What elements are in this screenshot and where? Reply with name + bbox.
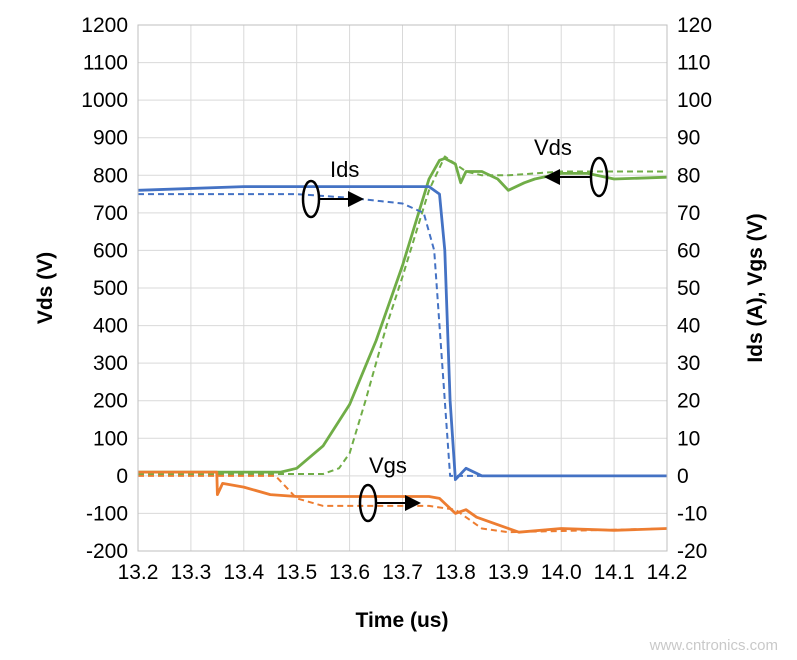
x-tick-label: 13.9 [488, 561, 529, 584]
y-tick-label: 600 [93, 239, 128, 262]
annotation-ids-label: Ids [330, 157, 359, 182]
y-tick-label: 700 [93, 202, 128, 225]
annotation-vgs-ellipse [358, 483, 378, 523]
annotation-vds: Vds [534, 135, 609, 198]
y-tick-label: -200 [86, 540, 128, 563]
annotation-ids: Ids [301, 157, 364, 219]
y-tick-label: 500 [93, 277, 128, 300]
y2-tick-label: 0 [677, 465, 689, 488]
y2-tick-label: 120 [677, 14, 712, 37]
x-tick-label: 14.1 [594, 561, 635, 584]
y2-tick-label: -20 [677, 540, 707, 563]
x-tick-label: 13.5 [276, 561, 317, 584]
series-vds-dashed [138, 155, 667, 475]
plot-frame [137, 24, 668, 552]
x-tick-label: 13.6 [329, 561, 370, 584]
x-tick-label: 13.3 [170, 561, 211, 584]
y-tick-label: 1200 [81, 14, 128, 37]
y-tick-label: -100 [86, 502, 128, 525]
y2-tick-label: 20 [677, 390, 700, 413]
y2-tick-label: 60 [677, 239, 700, 262]
y2-tick-label: 50 [677, 277, 700, 300]
x-tick-label: 14.0 [541, 561, 582, 584]
y-tick-label: 900 [93, 127, 128, 150]
y2-tick-label: 70 [677, 202, 700, 225]
x-axis-label: Time (us) [356, 609, 449, 632]
y-tick-label: 0 [116, 465, 128, 488]
y2-tick-label: 80 [677, 164, 700, 187]
y2-tick-label: 30 [677, 352, 700, 375]
annotation-vgs-label: Vgs [369, 453, 407, 478]
y-tick-label: 1100 [83, 52, 128, 75]
x-tick-label: 14.2 [647, 561, 688, 584]
watermark: www.cntronics.com [649, 637, 778, 654]
y2-axis-label: Ids (A), Vgs (V) [744, 213, 767, 362]
annotation-vds-label: Vds [534, 135, 572, 160]
y-tick-label: 100 [93, 427, 128, 450]
y-tick-label: 1000 [81, 89, 128, 112]
tick-labels: 13.2 13.3 13.4 13.5 13.6 13.7 13.8 13.9 14.0 14.1… [81, 14, 712, 584]
x-tick-label: 13.4 [223, 561, 264, 584]
x-tick-label: 13.7 [382, 561, 423, 584]
y-tick-label: 300 [93, 352, 128, 375]
y2-tick-label: 100 [677, 89, 712, 112]
annotation-vgs: Vgs [358, 453, 421, 523]
x-tick-label: 13.8 [435, 561, 476, 584]
series-ids-solid [137, 185, 667, 481]
y-tick-label: 200 [93, 390, 128, 413]
series-vgs-dashed [138, 474, 668, 534]
y2-tick-label: 110 [677, 52, 710, 75]
y-tick-label: 400 [93, 315, 128, 338]
y2-tick-label: 10 [677, 427, 700, 450]
y2-tick-label: 40 [677, 315, 700, 338]
y2-tick-label: -10 [677, 502, 707, 525]
y2-tick-label: 90 [677, 127, 700, 150]
y-axis-label: Vds (V) [34, 252, 57, 324]
y-tick-label: 800 [93, 164, 128, 187]
x-tick-label: 13.2 [118, 561, 159, 584]
